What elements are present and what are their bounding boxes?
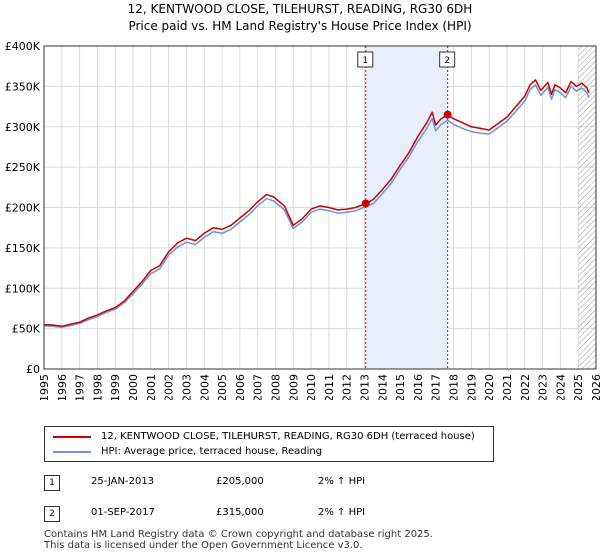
transaction-date: 01-SEP-2017 <box>91 507 155 518</box>
x-tick-label: 2020 <box>483 374 496 400</box>
y-tick-label: £200K <box>5 202 41 215</box>
y-tick-label: £300K <box>5 121 41 134</box>
x-tick-label: 2022 <box>519 374 532 400</box>
footer-line2: This data is licensed under the Open Gov… <box>44 540 363 551</box>
y-tick-label: £400K <box>5 40 41 53</box>
x-tick-label: 2017 <box>430 374 443 400</box>
sale-marker-label: 1 <box>362 56 368 66</box>
chart-title-line1: 12, KENTWOOD CLOSE, TILEHURST, READING, … <box>127 2 473 16</box>
footer: Contains HM Land Registry data © Crown c… <box>44 529 433 551</box>
y-tick-label: £150K <box>5 242 41 255</box>
x-tick-label: 2001 <box>145 374 158 400</box>
footer-line1: Contains HM Land Registry data © Crown c… <box>44 529 433 540</box>
sale-marker-box <box>357 51 374 68</box>
legend: 12, KENTWOOD CLOSE, TILEHURST, READING, … <box>44 426 494 462</box>
x-tick-label: 2018 <box>448 374 461 400</box>
plot-frame <box>43 45 597 370</box>
chart-title-line2: Price paid vs. HM Land Registry's House … <box>128 19 472 33</box>
x-tick-label: 2019 <box>465 374 478 400</box>
transaction-number: 2 <box>44 506 60 522</box>
sale-marker-box <box>439 51 456 68</box>
y-tick-label: £50K <box>12 323 41 336</box>
x-tick-label: 2005 <box>216 374 229 400</box>
legend-label-hpi: HPI: Average price, terraced house, Read… <box>101 446 323 457</box>
x-tick-label: 2011 <box>323 374 336 400</box>
y-tick-label: £250K <box>5 161 41 174</box>
x-tick-label: 2024 <box>554 374 567 400</box>
legend-swatch-property <box>53 436 91 438</box>
x-tick-label: 2007 <box>252 374 265 400</box>
x-tick-label: 2025 <box>572 374 585 400</box>
x-tick-label: 1995 <box>38 374 51 400</box>
transaction-price: £315,000 <box>216 507 264 518</box>
x-tick-label: 2009 <box>287 374 300 400</box>
x-tick-label: 2014 <box>376 374 389 400</box>
x-tick-label: 2013 <box>359 374 372 400</box>
x-tick-label: 2000 <box>127 374 140 400</box>
sale-point <box>443 110 452 119</box>
legend-swatch-hpi <box>53 451 91 453</box>
transaction-number: 1 <box>44 475 60 491</box>
legend-label-property: 12, KENTWOOD CLOSE, TILEHURST, READING, … <box>101 431 475 442</box>
transaction-price: £205,000 <box>216 476 264 487</box>
x-tick-label: 2026 <box>590 374 600 400</box>
x-tick-label: 1998 <box>91 374 104 400</box>
transaction-hpi: 2% ↑ HPI <box>318 476 366 487</box>
x-tick-label: 2002 <box>163 374 176 400</box>
sale-point <box>361 199 370 208</box>
hatched-region <box>578 46 596 369</box>
y-tick-label: £350K <box>5 80 41 93</box>
transaction-hpi: 2% ↑ HPI <box>318 507 366 518</box>
shaded-region <box>365 46 448 369</box>
x-tick-label: 2010 <box>305 374 318 400</box>
price-chart: 1 2 £0 £50K £100K £150K £200K £250K £300K £350K £… <box>5 40 600 400</box>
hpi-line <box>43 84 590 329</box>
x-tick-label: 2015 <box>394 374 407 400</box>
y-tick-label: £100K <box>5 282 41 295</box>
x-tick-label: 2012 <box>341 374 354 400</box>
x-tick-label: 2004 <box>198 374 211 400</box>
transaction-date: 25-JAN-2013 <box>91 476 155 487</box>
x-tick-label: 2021 <box>501 374 514 400</box>
sale-marker-label: 2 <box>444 56 450 66</box>
property-price-line <box>43 79 590 327</box>
x-tick-label: 2023 <box>537 374 550 400</box>
y-tick-label: £0 <box>26 363 40 376</box>
x-tick-label: 2008 <box>269 374 282 400</box>
x-tick-label: 1996 <box>56 374 69 400</box>
x-tick-label: 2003 <box>180 374 193 400</box>
x-tick-label: 2006 <box>234 374 247 400</box>
x-tick-label: 1997 <box>74 374 87 400</box>
x-tick-label: 1999 <box>109 374 122 400</box>
x-tick-label: 2016 <box>412 374 425 400</box>
